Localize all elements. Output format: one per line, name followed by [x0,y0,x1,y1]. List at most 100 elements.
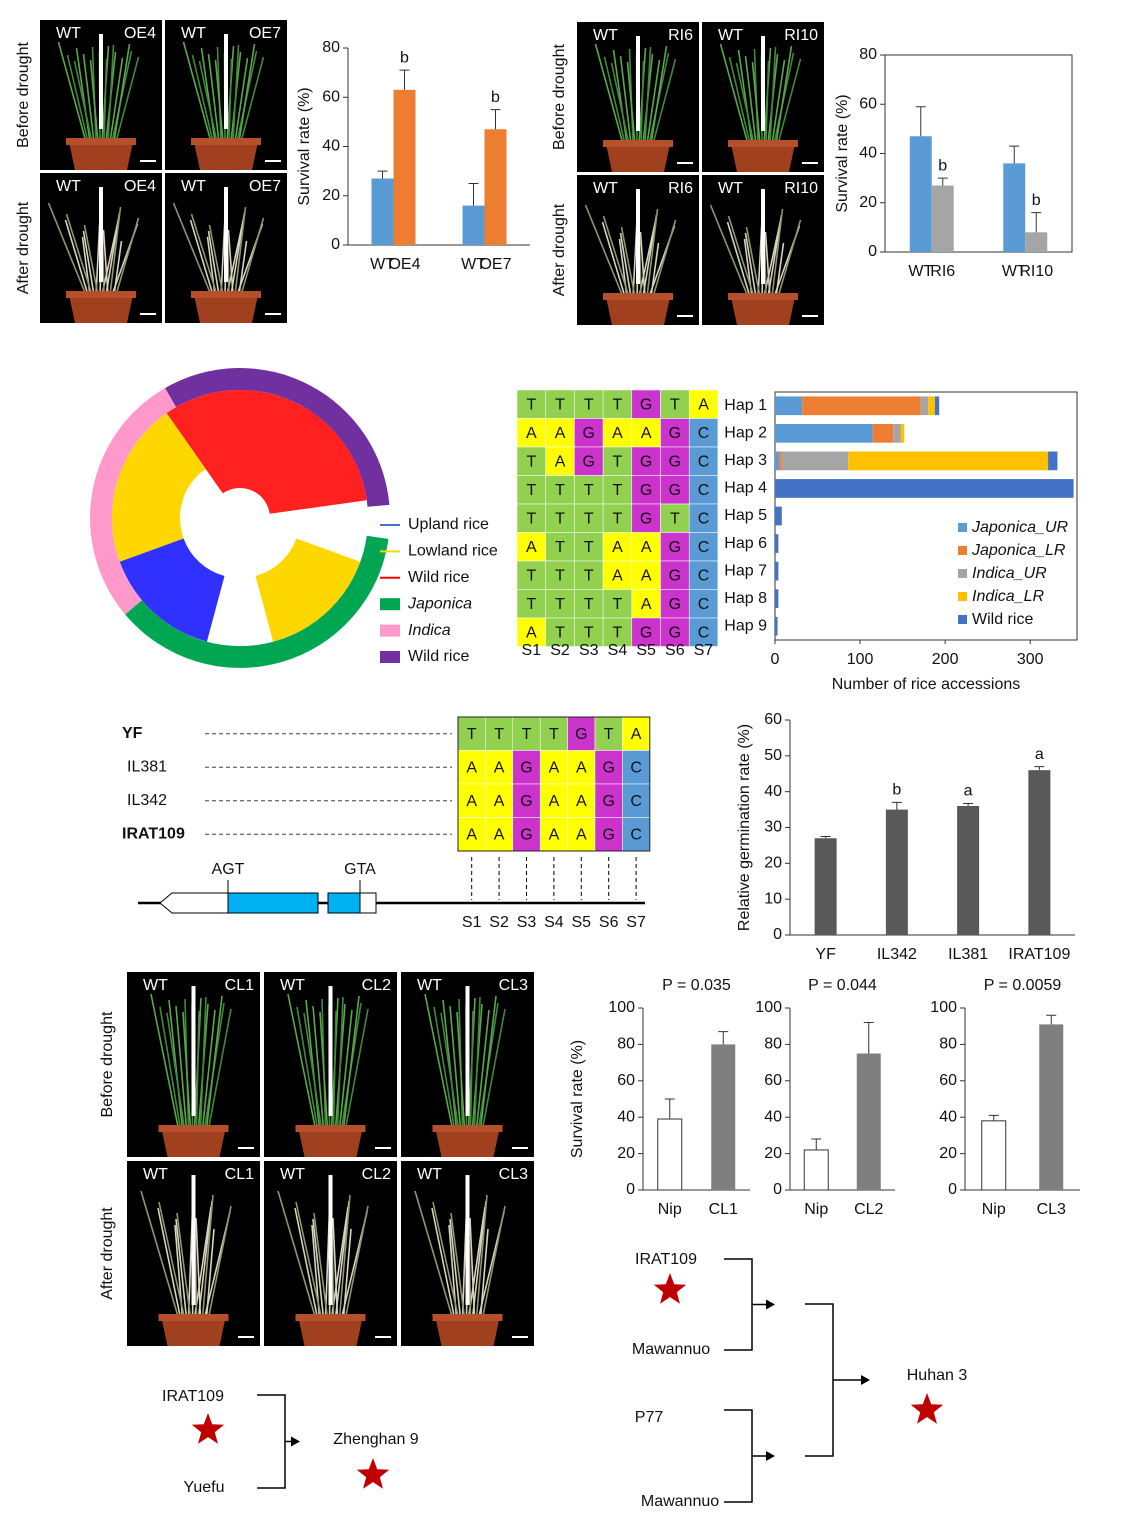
bar-segment [775,589,779,609]
plant-leaf [601,221,626,298]
scale-bar [238,1147,254,1149]
plant-leaf [232,44,240,143]
table-frame [457,716,651,852]
plant-leaf [644,46,652,145]
significance-letter: b [400,49,409,66]
tree-clade [255,538,361,642]
plant-leaf [650,45,668,145]
base-letter: G [583,425,595,442]
base-letter: T [584,567,594,584]
scale-bar [802,162,818,164]
tile-label: CL1 [225,977,254,994]
base-cell [602,560,633,590]
base-letter: A [641,539,652,556]
bar [711,1044,736,1190]
plant-leaf [166,1012,186,1130]
plant-leaf [450,1212,466,1319]
bar-segment [775,534,779,553]
base-letter: T [613,510,623,527]
parent-label: IRAT109 [635,1251,697,1268]
plant-leaf [594,43,624,145]
base-cell [602,503,633,533]
y-tick-label: 40 [764,783,782,800]
plant-leaf [771,59,786,145]
base-cell [602,475,633,505]
arrow-head [766,1451,775,1461]
y-tick-label: 80 [859,46,877,63]
pot-rim [432,1314,503,1321]
base-letter: A [526,539,537,556]
base-cell [539,750,568,785]
height-bar [99,187,103,282]
plant-leaf [744,55,757,145]
plant-leaf [214,59,224,143]
plant-leaf [765,60,770,145]
base-cell [594,716,623,751]
bar [856,1053,881,1190]
base-cell [545,503,575,533]
legend-label: Japonica_UR [971,519,1069,536]
y-axis-label: Survival rate (%) [296,87,313,205]
plant-leaf [775,45,793,145]
plant-leaf [189,219,214,296]
scale-bar [802,315,818,317]
plant-leaf [65,213,93,296]
y-tick-label: Hap 2 [724,425,767,442]
pot [298,1129,363,1157]
significance-letter: b [1032,192,1041,209]
base-letter: T [584,539,594,556]
error-bar [399,69,410,90]
plant-leaf [473,996,481,1130]
plant-leaf [200,47,216,143]
base-cell [660,503,690,533]
base-letter: T [613,453,623,470]
plant-leaf [109,206,122,296]
significance-letter: b [938,157,947,174]
plant-leaf [642,214,658,298]
bar [814,838,837,935]
base-cell [631,560,661,590]
tree-clade [119,538,225,642]
plant-leaf [652,219,677,298]
pot-rim [191,138,261,145]
y-tick-label: Hap 9 [724,617,767,634]
base-letter: T [584,596,594,613]
base-letter: T [555,539,565,556]
significance-letter: b [892,782,901,799]
base-letter: T [584,396,594,413]
tile-label: WT [143,1166,168,1183]
line-name: YF [122,725,143,742]
plant-leaf [769,46,777,145]
base-letter: G [669,567,681,584]
tile-label: CL3 [499,1166,528,1183]
scale-bar [677,162,693,164]
error-bar [377,170,388,179]
base-letter: A [641,567,652,584]
base-letter: T [526,396,536,413]
legend-label: Indica_UR [972,565,1047,582]
base-cell [688,617,719,647]
plant-leaf [440,1012,460,1130]
parent-label: IRAT109 [162,1388,224,1405]
base-letter: T [526,567,536,584]
plant-leaf [344,1008,369,1130]
bar-segment [920,396,929,416]
y-tick-label: Hap 8 [724,590,767,607]
height-bar [465,986,470,1116]
base-cell [516,532,546,562]
plant-leaf [737,49,753,145]
plant-leaf [296,1006,319,1130]
base-letter: G [520,759,532,776]
base-letter: A [576,793,587,810]
y-tick-label: 80 [764,1036,782,1053]
plant-leaf [475,1009,490,1130]
base-cell [574,560,604,590]
base-letter: G [640,396,652,413]
base-letter: A [466,793,477,810]
base-letter: C [698,567,710,584]
row-label: Before drought [15,42,32,148]
significance-letter: b [491,89,500,106]
tree-ring [90,388,176,615]
base-letter: A [526,624,537,641]
tile-label: WT [143,977,168,994]
